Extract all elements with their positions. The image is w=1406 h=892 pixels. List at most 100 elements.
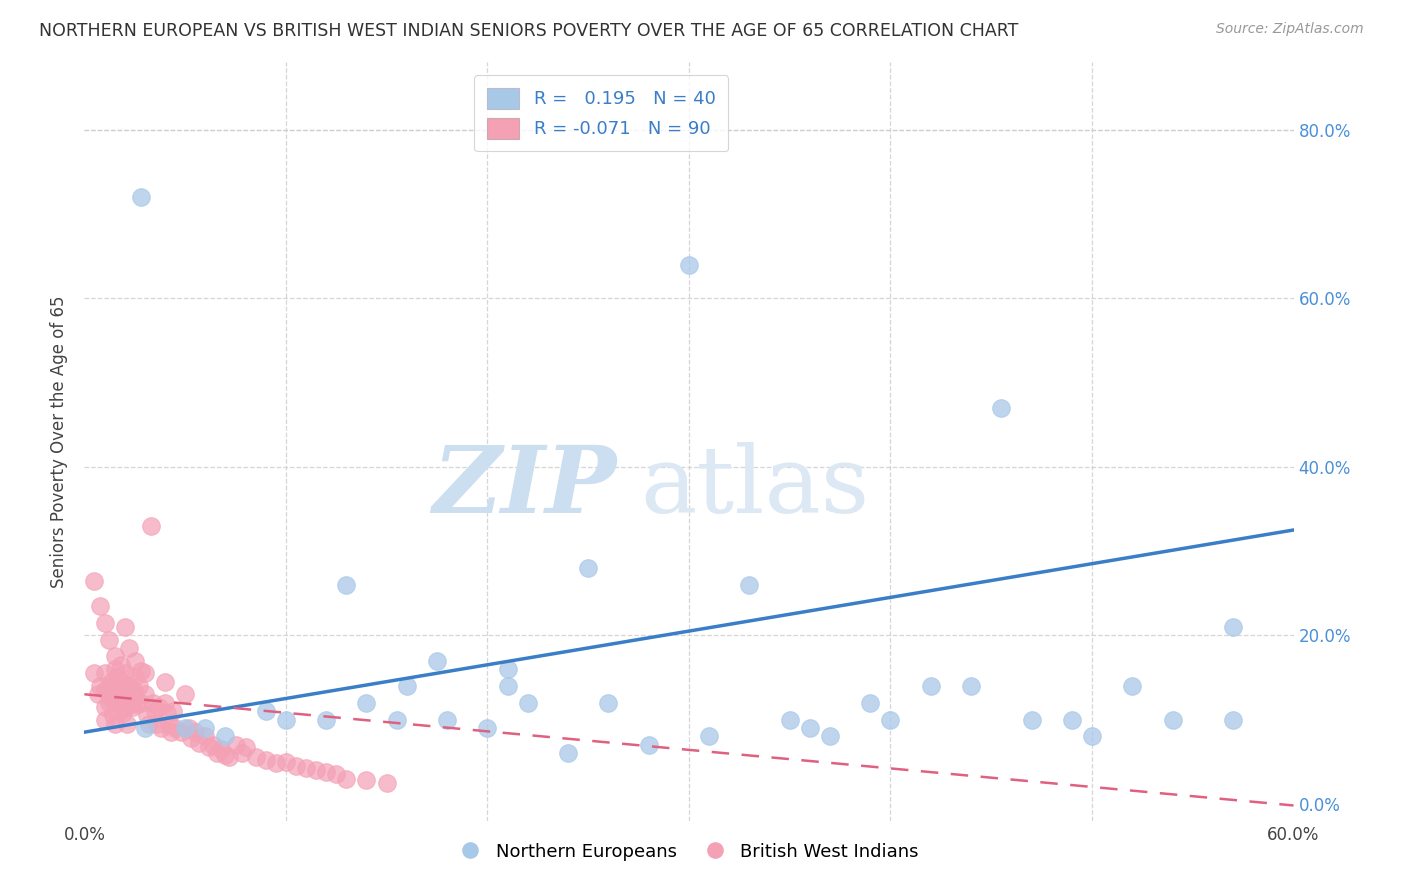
Point [114,666,136,681]
Point [209,742,232,756]
Point [104,696,127,710]
Point [153,674,176,689]
Point [879,713,901,727]
Point [799,721,821,735]
Point [315,764,337,779]
Point [184,725,207,739]
Point [97,679,120,693]
Point [477,721,499,735]
Point [1060,713,1083,727]
Point [83,574,105,588]
Point [1222,713,1244,727]
Point [134,687,156,701]
Point [254,704,277,718]
Point [93,615,115,630]
Point [153,696,176,710]
Point [162,704,184,718]
Point [124,687,146,701]
Point [87,687,110,701]
Point [134,666,156,681]
Point [157,716,180,731]
Point [1161,713,1184,727]
Point [576,561,599,575]
Point [89,679,111,693]
Point [105,670,128,684]
Point [194,730,217,744]
Point [93,713,115,727]
Point [305,763,328,777]
Point [104,716,127,731]
Point [129,190,152,204]
Point [202,738,225,752]
Point [990,401,1012,415]
Point [779,713,801,727]
Point [129,664,152,678]
Point [295,761,318,775]
Text: NORTHERN EUROPEAN VS BRITISH WEST INDIAN SENIORS POVERTY OVER THE AGE OF 65 CORR: NORTHERN EUROPEAN VS BRITISH WEST INDIAN… [39,22,1019,40]
Point [135,708,157,723]
Point [110,674,132,689]
Point [100,691,122,706]
Point [174,687,197,701]
Point [134,721,156,735]
Point [188,736,211,750]
Point [142,696,165,710]
Point [697,730,720,744]
Point [496,662,519,676]
Point [598,696,620,710]
Point [285,759,308,773]
Point [375,776,398,790]
Point [111,706,134,720]
Point [678,258,700,272]
Point [114,620,136,634]
Point [207,746,229,760]
Point [107,687,129,701]
Point [124,670,146,684]
Point [93,666,115,681]
Text: ZIP: ZIP [432,442,616,532]
Point [149,721,172,735]
Point [107,704,129,718]
Point [97,632,120,647]
Point [214,747,236,762]
Point [960,679,983,693]
Point [198,739,221,754]
Point [180,731,202,745]
Point [170,725,193,739]
Point [325,767,347,781]
Point [274,713,297,727]
Point [274,755,297,769]
Point [104,649,127,664]
Point [335,578,357,592]
Point [93,683,115,698]
Point [100,674,122,689]
Point [115,716,138,731]
Point [1021,713,1043,727]
Point [194,721,217,735]
Point [315,713,337,727]
Point [124,654,146,668]
Point [557,746,579,760]
Text: Source: ZipAtlas.com: Source: ZipAtlas.com [1216,22,1364,37]
Point [859,696,882,710]
Point [174,721,197,735]
Point [110,691,132,706]
Point [1222,620,1244,634]
Point [160,725,183,739]
Point [179,721,201,735]
Point [104,662,127,676]
Point [121,699,143,714]
Point [235,739,257,754]
Point [516,696,538,710]
Point [114,699,136,714]
Point [436,713,458,727]
Point [148,699,170,714]
Point [143,704,166,718]
Point [254,753,277,767]
Point [214,730,236,744]
Point [118,640,141,655]
Point [129,696,152,710]
Point [356,696,378,710]
Point [335,772,357,786]
Text: atlas: atlas [641,442,870,532]
